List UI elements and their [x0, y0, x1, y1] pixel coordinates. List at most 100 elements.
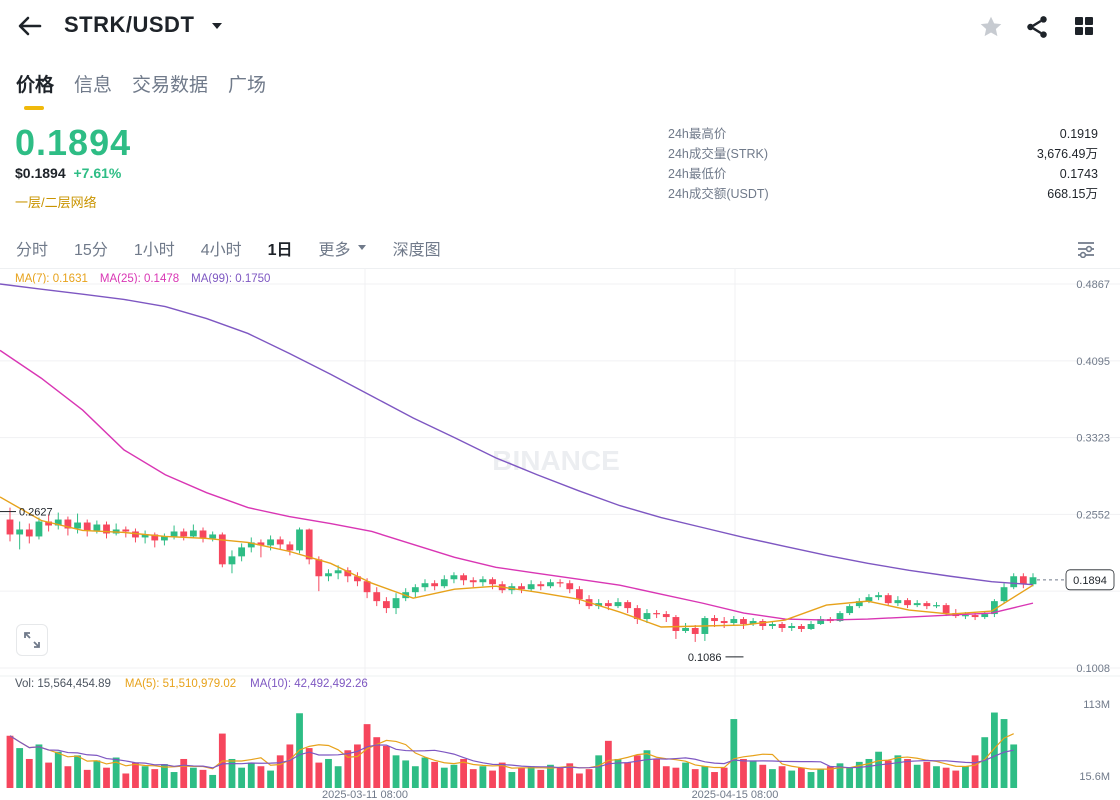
volume-bar [788, 770, 796, 788]
stat-value: 0.1743 [1059, 167, 1098, 181]
candle-body [315, 559, 323, 577]
volume-bar [740, 758, 747, 788]
favorite-button[interactable] [978, 14, 1004, 40]
pair-title[interactable]: STRK/USDT [64, 12, 195, 37]
volume-bar [807, 772, 815, 788]
back-button[interactable] [16, 10, 44, 42]
chart-grid [0, 268, 1120, 788]
volume-bar [836, 763, 844, 788]
volume-bar [247, 762, 255, 788]
candle-body [103, 524, 110, 534]
volume-bar [93, 760, 101, 788]
candle-body [855, 601, 863, 607]
price-chart[interactable]: BINANCE 0.4867 0.4095 0.3323 0.2552 0.1008 1… [0, 268, 1120, 800]
candle-body [189, 530, 197, 537]
interval-line[interactable]: 分时 [16, 242, 49, 259]
share-button[interactable] [1024, 14, 1050, 40]
volume-bar [923, 761, 931, 788]
candle-body [74, 522, 81, 529]
candle-body [962, 615, 969, 617]
candle-body [267, 539, 274, 546]
candle-body [83, 522, 91, 531]
volume-bar [363, 724, 371, 788]
ma7-legend: MA(7): 0.1631 [15, 273, 88, 285]
usd-price-line: $0.1894 +7.61% [15, 165, 121, 181]
volume-bar [16, 748, 24, 788]
candle-body [1000, 587, 1008, 602]
stat-row: 24h最高价 0.1919 [668, 124, 1098, 144]
price-tick-label: 0.2552 [1076, 509, 1110, 521]
candle-body [469, 580, 477, 583]
candle-body [643, 613, 651, 620]
volume-bar [238, 767, 246, 788]
candle-body [180, 531, 188, 537]
low-marker-label: 0.1086 [688, 652, 722, 664]
volume-bar [103, 767, 110, 788]
candle-body [344, 570, 352, 577]
candle-body [276, 539, 284, 545]
caret-down-icon [212, 23, 222, 29]
interval-15m[interactable]: 15分 [74, 242, 108, 259]
high-marker-label: 0.2627 [19, 507, 53, 519]
volume-bar [614, 758, 622, 788]
volume-bar [132, 762, 139, 788]
candle-body [817, 619, 825, 625]
volume-bar [691, 769, 699, 788]
ma-lines [0, 283, 1034, 628]
volume-bar [633, 755, 641, 788]
volume-bar [421, 757, 429, 788]
volume-ma10-line [9, 735, 1014, 769]
candle-body [653, 613, 661, 615]
interval-1h[interactable]: 1小时 [133, 242, 175, 259]
candle-body [363, 581, 371, 593]
volume-bar [112, 757, 120, 788]
candle-body [199, 530, 207, 539]
volume-bar [933, 766, 940, 788]
interval-more[interactable]: 更多 [319, 236, 367, 260]
expand-icon [24, 632, 40, 648]
volume-bar [730, 719, 738, 788]
volume-bar [64, 766, 72, 788]
candle-body [604, 603, 612, 607]
candle-body [450, 575, 458, 580]
candle-body [527, 584, 535, 590]
layout-button[interactable] [1072, 14, 1098, 40]
time-axis-label: 2025-04-15 08:00 [692, 789, 779, 800]
candle-body [797, 626, 805, 629]
fullscreen-button[interactable] [16, 624, 48, 656]
tab-square[interactable]: 广场 [228, 75, 267, 96]
depth-chart-tab[interactable]: 深度图 [392, 242, 441, 259]
volume-bar [759, 764, 767, 788]
interval-1d[interactable]: 1日 [267, 242, 293, 259]
candle-body [933, 605, 940, 607]
tab-price[interactable]: 价格 [16, 70, 54, 110]
candle-body [16, 529, 24, 535]
price-axis: 0.4867 0.4095 0.3323 0.2552 0.1008 [1076, 279, 1110, 675]
divider [0, 268, 1120, 269]
volume-bar [566, 763, 574, 788]
volume-bar [653, 758, 661, 788]
volume-bar [624, 762, 632, 788]
ma25-line [0, 349, 1034, 621]
candle-body [981, 614, 989, 618]
share-icon [1027, 16, 1047, 38]
volume-bar [228, 758, 236, 788]
caret-down-icon [357, 245, 366, 250]
tab-info[interactable]: 信息 [74, 75, 113, 96]
interval-4h[interactable]: 4小时 [200, 242, 242, 259]
candle-body [132, 531, 139, 538]
volume-bar [257, 766, 265, 788]
pair-dropdown[interactable] [210, 16, 226, 36]
network-tag[interactable]: 一层/二层网络 [15, 195, 97, 210]
candle-body [518, 586, 525, 590]
tab-trading-data[interactable]: 交易数据 [132, 75, 209, 96]
candle-body [740, 619, 747, 625]
ma7-line [0, 496, 1034, 628]
candle-body [218, 534, 226, 565]
ma99-legend: MA(99): 0.1750 [191, 273, 271, 285]
volume-bar [25, 758, 33, 788]
volume-bar [267, 770, 274, 788]
volume-bar [440, 767, 448, 788]
chart-settings-button[interactable] [1076, 240, 1098, 260]
candle-body [875, 595, 882, 598]
